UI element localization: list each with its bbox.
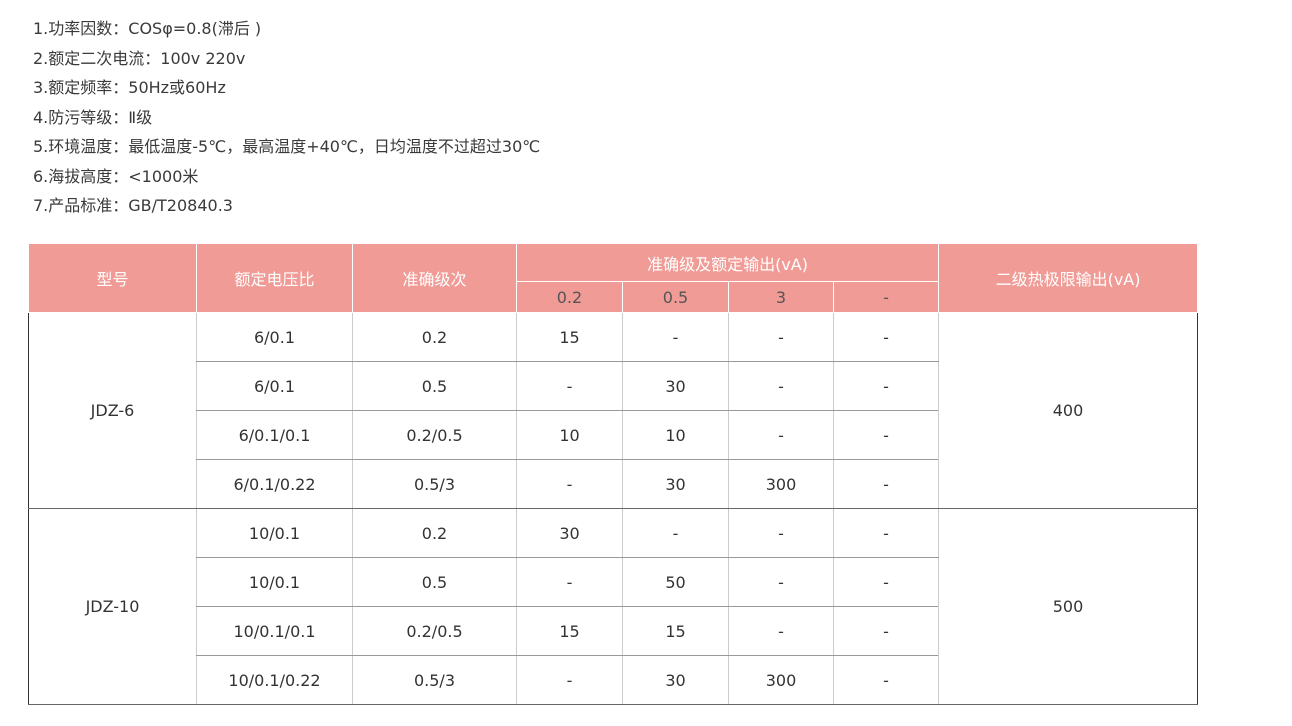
table-cell: - bbox=[832, 557, 939, 607]
table-cell: 6/0.1/0.1 bbox=[196, 410, 353, 460]
table-row: JDZ-6 6/0.1 0.2 15- - -400 bbox=[28, 312, 1198, 509]
spec-item: 5.环境温度：最低温度-5℃，最高温度+40℃，日均温度不过超过30℃ bbox=[33, 137, 541, 156]
table-cell: - bbox=[832, 606, 939, 656]
table-cell: 10/0.1/0.22 bbox=[196, 655, 353, 705]
spec-item: 2.额定二次电流：100v 220v bbox=[33, 48, 246, 68]
table-cell: 10/0.1/0.1 bbox=[196, 606, 353, 656]
spec-list: 1.功率因数：COSφ=0.8(滞后 ) 2.额定二次电流：100v 220v … bbox=[33, 14, 540, 221]
spec-item: 7.产品标准：GB/T20840.3 bbox=[33, 196, 233, 215]
table-cell: 0.2 bbox=[352, 312, 517, 362]
spec-item: 3.额定频率：50Hz或60Hz bbox=[33, 78, 226, 97]
table-cell: 0.2 bbox=[352, 508, 517, 558]
table-cell: - bbox=[516, 459, 623, 509]
table-cell: 10/0.1 bbox=[196, 508, 353, 558]
table-row: 10/0.1/0.1 0.2/0.5 15 15- - bbox=[29, 606, 1198, 656]
table-cell: - bbox=[516, 361, 623, 411]
table-cell: 300 bbox=[728, 655, 834, 705]
table-cell: - bbox=[832, 459, 939, 509]
table-cell: 6/0.1 bbox=[196, 312, 353, 362]
table-cell: 30 bbox=[516, 508, 623, 558]
spec-item: 6.海拔高度：<1000米 bbox=[33, 166, 199, 186]
table-cell: - bbox=[516, 557, 623, 607]
table-cell: 15 bbox=[516, 312, 623, 362]
table-cell: 0.2/0.5 bbox=[352, 410, 517, 460]
table-cell: 6/0.1 bbox=[196, 361, 353, 411]
table-cell: 0.5/3 bbox=[352, 459, 517, 509]
table-cell: - bbox=[832, 361, 939, 411]
table-cell: - bbox=[728, 508, 834, 558]
header-limit: 二级热极限输出(vA) bbox=[938, 243, 1199, 313]
table-cell: 10 bbox=[516, 410, 623, 460]
table-cell: - bbox=[728, 312, 834, 362]
table-row: JDZ-10 10/0.1 0.2 30- - -500 bbox=[28, 508, 1198, 705]
header-output-group: 准确级及额定输出(vA) bbox=[515, 243, 940, 282]
header-sub: - bbox=[832, 281, 940, 313]
spec-table: 型号 额定电压比 准确级次 准确级及额定输出(vA) 二级热极限输出(vA) 0… bbox=[28, 243, 1199, 705]
limit-cell: 500 bbox=[938, 508, 1198, 705]
table-cell: 0.5/3 bbox=[352, 655, 517, 705]
table-cell: - bbox=[728, 361, 834, 411]
table-cell: - bbox=[832, 410, 939, 460]
table-cell: - bbox=[622, 312, 729, 362]
table-cell: 15 bbox=[516, 606, 623, 656]
table-cell: - bbox=[622, 508, 729, 558]
limit-cell: 400 bbox=[938, 312, 1198, 509]
table-row: 6/0.1/0.22 0.5/3-30 300- bbox=[29, 459, 1198, 509]
table-cell: - bbox=[728, 557, 834, 607]
table-cell: - bbox=[728, 410, 834, 460]
table-cell: - bbox=[832, 655, 939, 705]
spec-item: 1.功率因数：COSφ=0.8(滞后 ) bbox=[33, 19, 262, 38]
table-cell: 10 bbox=[622, 410, 729, 460]
model-cell: JDZ-10 bbox=[28, 508, 197, 705]
table-cell: 30 bbox=[622, 655, 729, 705]
header-sub: 3 bbox=[728, 281, 834, 313]
model-cell: JDZ-6 bbox=[28, 312, 197, 509]
header-accuracy: 准确级次 bbox=[352, 243, 517, 313]
table-cell: 0.5 bbox=[352, 557, 517, 607]
table-cell: 300 bbox=[728, 459, 834, 509]
table-row: 10/0.1 0.5-50- - bbox=[29, 557, 1198, 607]
table-cell: - bbox=[516, 655, 623, 705]
table-cell: 0.2/0.5 bbox=[352, 606, 517, 656]
table-cell: 15 bbox=[622, 606, 729, 656]
table-cell: - bbox=[728, 606, 834, 656]
table-row: 10/0.1/0.22 0.5/3-30 300- bbox=[29, 655, 1198, 705]
spec-item: 4.防污等级：Ⅱ级 bbox=[33, 107, 153, 127]
table-row: 6/0.1/0.1 0.2/0.5 10 10- - bbox=[29, 410, 1198, 460]
table-cell: 50 bbox=[622, 557, 729, 607]
table-cell: 0.5 bbox=[352, 361, 517, 411]
header-ratio: 额定电压比 bbox=[196, 243, 353, 313]
table-cell: - bbox=[832, 312, 939, 362]
header-model: 型号 bbox=[28, 243, 197, 313]
table-cell: 30 bbox=[622, 361, 729, 411]
table-cell: 10/0.1 bbox=[196, 557, 353, 607]
header-sub: 0.5 bbox=[622, 281, 729, 313]
header-sub: 0.2 bbox=[516, 281, 623, 313]
table-cell: - bbox=[832, 508, 939, 558]
table-cell: 30 bbox=[622, 459, 729, 509]
table-cell: 6/0.1/0.22 bbox=[196, 459, 353, 509]
table-row: 6/0.1 0.5-30- - bbox=[29, 361, 1198, 411]
